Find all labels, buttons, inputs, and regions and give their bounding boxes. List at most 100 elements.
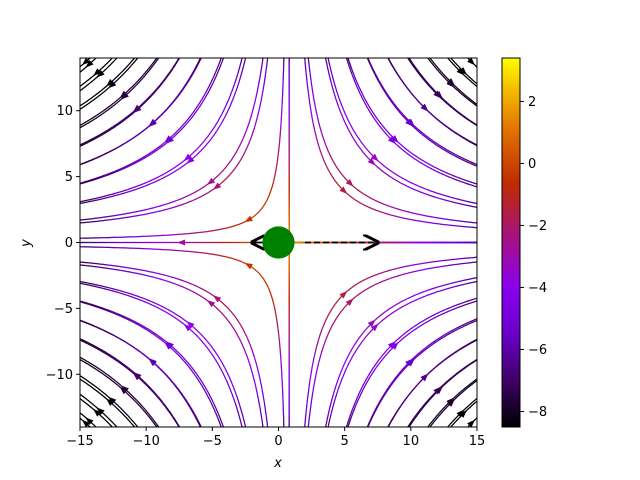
stream-arrowhead — [186, 156, 195, 164]
x-tick-label: 15 — [469, 434, 486, 449]
streamline — [80, 58, 160, 129]
stream-arrowhead — [447, 78, 455, 86]
streamline — [287, 241, 477, 427]
stream-arrowhead — [206, 300, 216, 308]
streamline — [347, 300, 477, 427]
stream-arrowhead — [387, 136, 396, 144]
stream-arrowhead — [96, 70, 105, 78]
x-tick-label: −5 — [203, 434, 222, 449]
stream-arrowhead — [367, 319, 376, 328]
streamline — [80, 246, 285, 427]
stream-arrowhead — [106, 398, 115, 406]
streamline — [287, 58, 477, 246]
streamline — [80, 58, 114, 88]
streamline — [446, 58, 477, 88]
x-tick-label: 5 — [341, 434, 349, 449]
streamline — [80, 58, 243, 203]
streamline — [327, 58, 477, 205]
stream-arrowhead — [177, 239, 186, 246]
streamline — [324, 277, 477, 427]
streamline — [304, 58, 477, 229]
streamline — [80, 58, 158, 127]
y-tick-label: 5 — [65, 170, 73, 185]
stream-arrowhead — [148, 358, 157, 367]
stream-arrowhead — [467, 58, 475, 66]
stream-arrowhead — [108, 80, 117, 89]
streamline — [307, 261, 477, 427]
x-tick-label: −10 — [132, 434, 159, 449]
stream-arrowhead — [420, 103, 429, 112]
streamline — [80, 58, 222, 184]
stream-arrowhead — [183, 323, 192, 332]
stream-arrowhead — [133, 105, 142, 113]
particle — [262, 226, 295, 259]
streamline — [347, 58, 477, 185]
streamline — [327, 280, 477, 427]
stream-arrowhead — [339, 290, 348, 299]
streamline — [466, 58, 477, 68]
streamline — [80, 378, 136, 427]
colorbar-tick-label: 2 — [528, 95, 536, 110]
stream-arrowhead — [213, 182, 222, 190]
stream-arrowhead — [108, 396, 117, 405]
stream-arrowhead — [345, 298, 354, 307]
streamline — [345, 58, 477, 188]
streamline — [466, 417, 477, 427]
streamline — [287, 239, 477, 427]
stream-arrowhead — [93, 409, 102, 417]
stream-arrowhead — [435, 91, 443, 99]
stream-arrowhead — [120, 385, 129, 393]
streamline — [80, 58, 139, 111]
x-axis: −15 −10 −5 0 5 10 15 — [66, 427, 485, 449]
streamline — [387, 58, 477, 146]
streamline — [345, 297, 477, 427]
streamline — [80, 58, 181, 147]
stream-arrowhead — [459, 67, 467, 75]
colorbar-tick-label: −2 — [528, 219, 547, 234]
colorbar-tick-label: 0 — [528, 157, 536, 172]
streamline — [80, 58, 136, 107]
stream-arrowhead — [85, 60, 94, 68]
colorbar-tick-label: −6 — [528, 343, 547, 358]
streamline — [80, 58, 225, 185]
stream-arrowhead — [106, 79, 115, 87]
streamline — [80, 282, 243, 427]
stream-arrowhead — [93, 68, 102, 76]
streamline — [80, 58, 269, 224]
colorbar-gradient — [501, 57, 521, 428]
streamline — [80, 280, 247, 427]
x-tick-label: 0 — [274, 434, 282, 449]
streamline — [387, 339, 477, 427]
stream-arrowhead — [164, 342, 173, 350]
stream-arrowhead — [85, 417, 94, 425]
streamline — [80, 58, 118, 92]
streamline — [407, 358, 477, 427]
streamline — [80, 356, 160, 427]
colorbar-tick-label: −4 — [528, 281, 547, 296]
streamline — [80, 301, 222, 427]
y-tick-label: 10 — [56, 104, 73, 119]
x-tick-label: −15 — [66, 434, 93, 449]
streamline — [429, 58, 477, 106]
streamlines — [80, 58, 477, 427]
streamline — [367, 319, 477, 427]
colorbar-tick-label: −8 — [528, 405, 547, 420]
stream-arrowhead — [420, 373, 429, 382]
stream-arrowhead — [390, 135, 399, 143]
streamline — [408, 359, 477, 427]
colorbar: 2 0 −2 −4 −6 −8 — [501, 57, 547, 428]
streamline — [427, 58, 477, 107]
y-axis: −10 −5 0 5 10 — [46, 104, 80, 383]
stream-arrowhead — [148, 118, 157, 127]
streamline — [387, 58, 477, 147]
y-tick-label: 0 — [65, 236, 73, 251]
stream-arrowhead — [133, 372, 142, 380]
x-tick-label: 10 — [403, 434, 420, 449]
streamline — [450, 400, 477, 427]
streamline — [408, 58, 477, 126]
streamline — [80, 300, 225, 427]
y-tick-label: −10 — [46, 368, 73, 383]
streamline — [387, 338, 477, 427]
streamline — [80, 417, 91, 427]
streamline — [80, 261, 269, 427]
